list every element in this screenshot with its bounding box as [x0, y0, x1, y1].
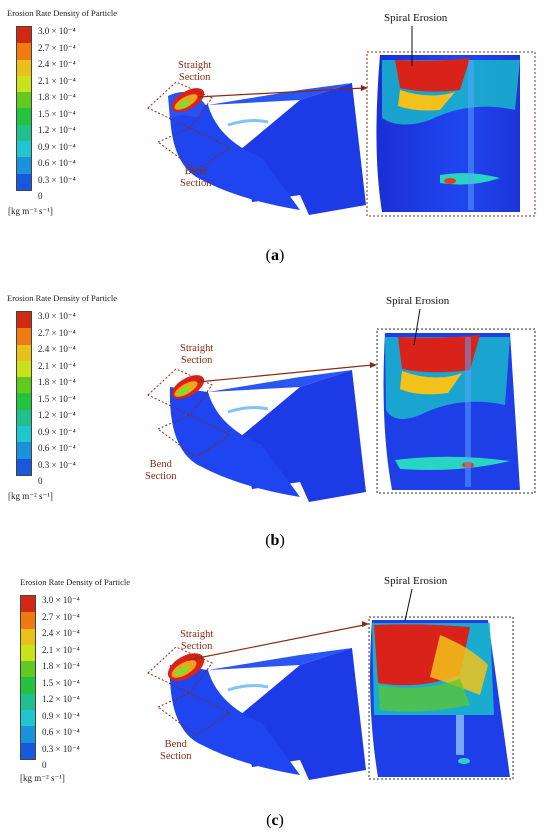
- panel-caption: (c): [266, 812, 284, 829]
- colorbar-tick: 1.2 × 10⁻⁴: [42, 694, 80, 704]
- colorbar-tick: 1.2 × 10⁻⁴: [38, 410, 76, 420]
- colorbar-tick: 0.6 × 10⁻⁴: [38, 443, 76, 453]
- zoom-box: [366, 51, 536, 217]
- straight-section-box: [147, 368, 213, 416]
- legend-title: Erosion Rate Density of Particle: [7, 8, 118, 18]
- zoom-box: [376, 328, 536, 494]
- pipe-model: [168, 83, 366, 215]
- colorbar-tick: 2.1 × 10⁻⁴: [42, 645, 80, 655]
- colorbar-tick: 0.3 × 10⁻⁴: [42, 744, 80, 754]
- zoom-arrow: [197, 87, 365, 98]
- pipe-model: [169, 370, 366, 502]
- panel-a: Erosion Rate Density of Particle 3.0 × 1…: [0, 0, 550, 273]
- colorbar-tick: 1.8 × 10⁻⁴: [38, 377, 76, 387]
- colorbar-tick: 1.8 × 10⁻⁴: [42, 661, 80, 671]
- legend-title: Erosion Rate Density of Particle: [20, 577, 131, 587]
- panel-c: Erosion Rate Density of Particle 3.0 × 1…: [0, 565, 550, 838]
- erosion-figure: [147, 308, 536, 502]
- panel-caption: (b): [265, 532, 285, 549]
- colorbar-tick: 2.4 × 10⁻⁴: [38, 59, 76, 69]
- colorbar-tick: 0.9 × 10⁻⁴: [38, 427, 76, 437]
- straight-section-label: Straight Section: [180, 343, 214, 366]
- colorbar-tick: 0.3 × 10⁻⁴: [38, 460, 76, 470]
- colorbar: [16, 311, 32, 476]
- colorbar-tick: 2.1 × 10⁻⁴: [38, 76, 76, 86]
- colorbar-tick: 3.0 × 10⁻⁴: [38, 311, 76, 321]
- straight-section-label: Straight Section: [178, 60, 212, 83]
- bend-section-label: Bend Section: [145, 459, 177, 482]
- colorbar-tick: 1.5 × 10⁻⁴: [42, 678, 80, 688]
- colorbar-tick: 0: [38, 476, 43, 486]
- colorbar-tick: 2.7 × 10⁻⁴: [38, 328, 76, 338]
- legend-unit: [kg m⁻² s⁻¹]: [8, 206, 53, 216]
- colorbar: [20, 595, 36, 760]
- spiral-pointer: [413, 308, 421, 346]
- colorbar-tick: 1.5 × 10⁻⁴: [38, 109, 76, 119]
- colorbar-tick: 0: [42, 760, 47, 770]
- zoom-arrow: [187, 624, 365, 661]
- bend-section-label: Bend Section: [180, 166, 212, 189]
- colorbar-tick: 0.6 × 10⁻⁴: [42, 727, 80, 737]
- zoom-view: [383, 333, 520, 490]
- spiral-erosion-label: Spiral Erosion: [384, 12, 448, 24]
- erosion-figure: [147, 26, 536, 217]
- zoom-box: [368, 616, 514, 780]
- colorbar-tick: 2.7 × 10⁻⁴: [42, 612, 80, 622]
- colorbar-tick: 2.7 × 10⁻⁴: [38, 43, 76, 53]
- colorbar: [16, 26, 32, 191]
- legend-unit: [kg m⁻² s⁻¹]: [8, 491, 53, 501]
- erosion-figure: [147, 588, 514, 780]
- panel-caption: (a): [265, 247, 285, 264]
- legend-unit: [kg m⁻² s⁻¹]: [20, 773, 65, 783]
- legend-title: Erosion Rate Density of Particle: [7, 293, 118, 303]
- spiral-pointer: [404, 588, 413, 622]
- colorbar-tick: 1.8 × 10⁻⁴: [38, 92, 76, 102]
- colorbar-tick: 2.1 × 10⁻⁴: [38, 361, 76, 371]
- zoom-view: [370, 620, 510, 777]
- colorbar-tick: 2.4 × 10⁻⁴: [42, 628, 80, 638]
- colorbar-tick: 2.4 × 10⁻⁴: [38, 344, 76, 354]
- pipe-model: [167, 648, 366, 780]
- colorbar-tick: 1.2 × 10⁻⁴: [38, 125, 76, 135]
- zoom-view: [376, 55, 520, 212]
- colorbar-tick: 1.5 × 10⁻⁴: [38, 394, 76, 404]
- spiral-erosion-label: Spiral Erosion: [386, 295, 450, 307]
- zoom-arrow: [197, 364, 373, 383]
- straight-section-box: [147, 646, 213, 694]
- spiral-erosion-label: Spiral Erosion: [384, 575, 448, 587]
- panel-b: Erosion Rate Density of Particle 3.0 × 1…: [0, 285, 550, 558]
- colorbar-tick: 3.0 × 10⁻⁴: [42, 595, 80, 605]
- colorbar-tick: 0.6 × 10⁻⁴: [38, 158, 76, 168]
- colorbar-tick: 0.9 × 10⁻⁴: [42, 711, 80, 721]
- colorbar-tick: 0.9 × 10⁻⁴: [38, 142, 76, 152]
- colorbar-tick: 3.0 × 10⁻⁴: [38, 26, 76, 36]
- straight-section-box: [147, 81, 213, 129]
- bend-section-label: Bend Section: [160, 739, 192, 762]
- colorbar-tick: 0: [38, 191, 43, 201]
- colorbar-tick: 0.3 × 10⁻⁴: [38, 175, 76, 185]
- straight-section-label: Straight Section: [180, 629, 214, 652]
